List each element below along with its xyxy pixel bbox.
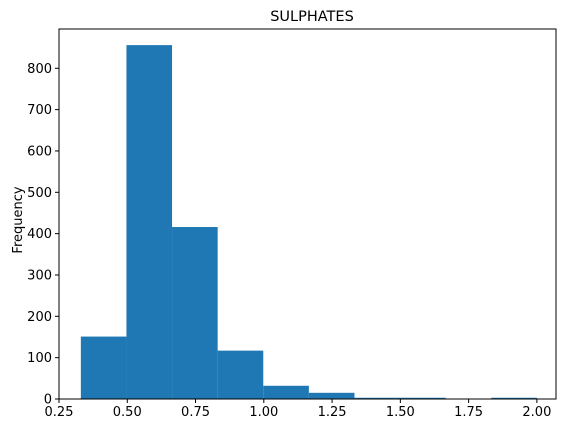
x-tick-label: 0.50 xyxy=(113,405,142,420)
x-tick-label: 1.75 xyxy=(454,405,483,420)
y-tick-label: 600 xyxy=(27,144,52,159)
y-tick-label: 500 xyxy=(27,186,52,201)
x-tick-label: 0.75 xyxy=(181,405,210,420)
plot-frame xyxy=(58,28,557,400)
x-tick-label: 1.50 xyxy=(386,405,415,420)
x-tick-label: 0.25 xyxy=(45,405,74,420)
x-tick-label: 1.25 xyxy=(318,405,347,420)
histogram-bar xyxy=(126,45,173,400)
histogram-bar xyxy=(354,397,401,399)
x-tick-label: 1.00 xyxy=(249,405,278,420)
histogram-bar xyxy=(172,227,218,399)
histogram-bar xyxy=(400,397,446,399)
histogram-bar xyxy=(491,397,537,399)
chart-title: SULPHATES xyxy=(270,9,354,25)
y-tick-label: 800 xyxy=(27,62,52,77)
y-axis-ticks: 0 100 200 300 400 500 600 700 800 xyxy=(27,62,59,408)
x-axis-ticks: 0.25 0.50 0.75 1.00 1.25 1.50 1.75 2.00 xyxy=(45,399,551,420)
y-tick-label: 300 xyxy=(27,268,52,283)
y-tick-label: 700 xyxy=(27,103,52,118)
y-tick-label: 200 xyxy=(27,310,52,325)
y-tick-label: 100 xyxy=(27,351,52,366)
y-tick-label: 400 xyxy=(27,227,52,242)
histogram-bar xyxy=(80,336,127,399)
bars-group xyxy=(80,45,537,400)
x-tick-label: 2.00 xyxy=(522,405,551,420)
histogram-bar xyxy=(217,350,264,399)
y-axis-label: Frequency xyxy=(11,186,26,253)
histogram-bar xyxy=(308,392,355,399)
histogram-bar xyxy=(263,385,309,399)
y-tick-label: 0 xyxy=(44,393,52,408)
